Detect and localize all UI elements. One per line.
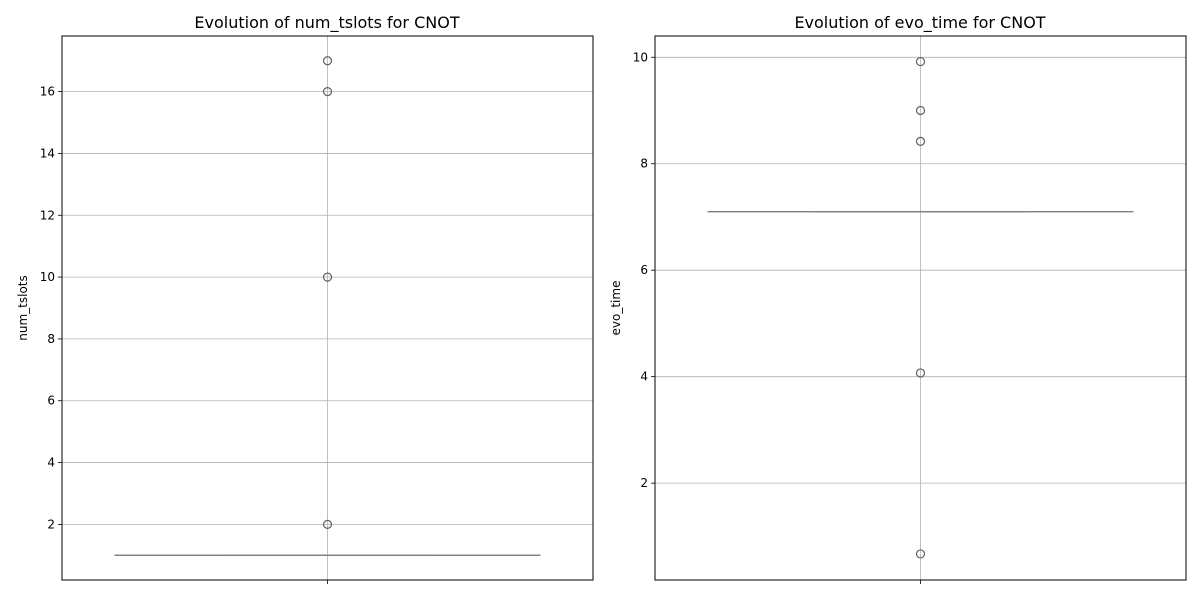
y-tick-label: 6 xyxy=(640,263,648,277)
y-tick-label: 14 xyxy=(40,146,55,160)
y-tick-label: 6 xyxy=(47,394,55,408)
outlier-point xyxy=(915,136,926,146)
y-tick-label: 16 xyxy=(40,85,55,99)
plot-area: 2 4 6 8 10 xyxy=(633,35,1187,584)
y-tick-label: 12 xyxy=(40,208,55,222)
y-tick-label: 2 xyxy=(640,476,648,490)
chart-title: Evolution of num_tslots for CNOT xyxy=(194,13,459,33)
chart-num-tslots: Evolution of num_tslots for CNOT num_tsl… xyxy=(16,13,594,584)
y-axis-label: num_tslots xyxy=(16,275,30,341)
outlier-point xyxy=(915,56,926,67)
y-tick-label: 2 xyxy=(47,517,55,531)
y-tick-label: 8 xyxy=(640,157,648,171)
outlier-point xyxy=(322,272,333,282)
y-tick-label: 8 xyxy=(47,332,55,346)
y-tick-label: 4 xyxy=(640,370,648,384)
y-axis-label: evo_time xyxy=(609,281,623,336)
plot-area: 2 4 6 8 10 12 14 16 xyxy=(40,35,594,584)
outlier-point xyxy=(915,549,926,559)
y-tick-label: 10 xyxy=(40,270,55,284)
outlier-point xyxy=(322,519,333,529)
plot-frame xyxy=(654,35,1187,581)
chart-title: Evolution of evo_time for CNOT xyxy=(794,13,1045,33)
outlier-point xyxy=(915,368,926,378)
y-tick-label: 4 xyxy=(47,456,55,470)
outlier-point xyxy=(915,105,926,116)
plot-frame xyxy=(61,35,594,581)
chart-evo-time: Evolution of evo_time for CNOT evo_time … xyxy=(609,13,1187,584)
outlier-point xyxy=(322,56,333,66)
outlier-point xyxy=(322,87,333,97)
y-tick-label: 10 xyxy=(633,50,648,64)
